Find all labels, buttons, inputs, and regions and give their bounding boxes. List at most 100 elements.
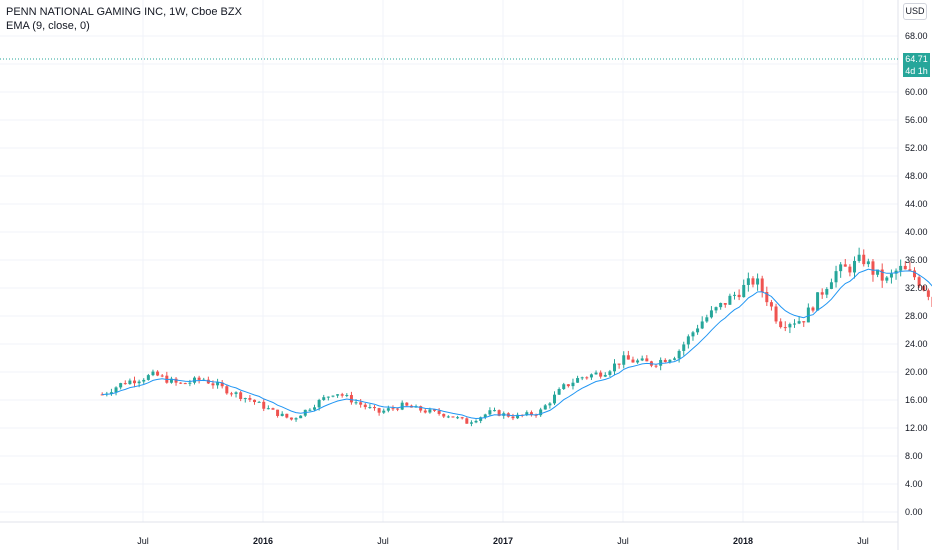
- candle-body: [289, 417, 293, 420]
- candle-body: [253, 399, 257, 403]
- candle-body: [820, 292, 824, 295]
- candle-body: [151, 371, 155, 376]
- candle-body: [294, 418, 298, 420]
- candle-body: [386, 408, 390, 411]
- candle-body: [179, 382, 183, 384]
- time-tick-label: 2017: [493, 536, 513, 546]
- candle-body: [571, 382, 575, 387]
- candle-body: [853, 260, 857, 273]
- candle-body: [211, 383, 215, 386]
- candle-body: [539, 409, 543, 416]
- candle-body: [677, 350, 681, 359]
- candle-body: [654, 365, 658, 367]
- candle-body: [340, 394, 344, 396]
- candle-body: [456, 417, 460, 419]
- candle-body: [326, 396, 330, 398]
- currency-badge[interactable]: USD: [903, 3, 927, 20]
- price-tick-label: 12.00: [905, 423, 928, 433]
- candle-body: [160, 375, 164, 377]
- candle-body: [917, 277, 921, 287]
- candle-body: [714, 307, 718, 311]
- time-tick-label: 2016: [253, 536, 273, 546]
- candle-body: [488, 410, 492, 415]
- candle-body: [802, 321, 806, 323]
- candle-body: [594, 372, 598, 375]
- candle-body: [322, 397, 326, 400]
- candle-body: [363, 404, 367, 408]
- candle-body: [234, 392, 238, 394]
- candle-body: [659, 359, 663, 366]
- candle-body: [469, 422, 473, 424]
- candle-body: [631, 359, 635, 363]
- candle-body: [119, 383, 123, 388]
- candle-body: [142, 379, 146, 382]
- candle-body: [686, 336, 690, 345]
- candle-body: [599, 372, 603, 377]
- candle-body: [285, 413, 289, 418]
- candle-body: [423, 410, 427, 413]
- candle-body: [779, 321, 783, 328]
- symbol-title[interactable]: PENN NATIONAL GAMING INC, 1W, Cboe BZX: [6, 6, 242, 18]
- price-tick-label: 8.00: [905, 451, 923, 461]
- candle-body: [756, 278, 760, 285]
- price-tick-label: 68.00: [905, 31, 928, 41]
- candle-body: [243, 398, 247, 400]
- candle-body: [169, 378, 173, 383]
- candle-body: [377, 408, 381, 413]
- candle-body: [553, 394, 557, 404]
- candle-body: [493, 410, 497, 412]
- candle-body: [769, 302, 773, 307]
- candle-body: [100, 394, 104, 396]
- candle-body: [613, 363, 617, 372]
- price-tick-label: 56.00: [905, 115, 928, 125]
- time-tick-label: Jul: [617, 536, 629, 546]
- candle-body: [308, 409, 312, 411]
- candle-body: [497, 410, 501, 416]
- candle-body: [728, 295, 732, 305]
- candle-body: [603, 374, 607, 377]
- candle-body: [673, 358, 677, 360]
- candle-body: [834, 271, 838, 283]
- ema-indicator-label[interactable]: EMA (9, close, 0): [6, 20, 90, 32]
- time-tick-label: Jul: [137, 536, 149, 546]
- price-tick-label: 52.00: [905, 143, 928, 153]
- candle-body: [589, 374, 593, 378]
- candle-body: [114, 387, 118, 393]
- candle-body: [580, 377, 584, 379]
- candle-body: [608, 371, 612, 375]
- price-axis[interactable]: 0.00 4.00 8.00 12.00 16.00 20.00 24.00 28.00 32.…: [905, 31, 928, 517]
- candle-body: [123, 383, 127, 385]
- candle-body: [811, 307, 815, 311]
- candle-body: [543, 405, 547, 410]
- candle-body: [885, 277, 889, 281]
- candle-body: [451, 416, 455, 418]
- candle-body: [816, 292, 820, 311]
- candle-body: [317, 399, 321, 408]
- candle-body: [174, 378, 178, 383]
- candle-body: [276, 409, 280, 416]
- candle-body: [899, 265, 903, 271]
- candle-body: [908, 269, 912, 271]
- candle-body: [922, 286, 926, 291]
- candle-body: [262, 401, 266, 409]
- candle-body: [557, 389, 561, 395]
- candle-body: [682, 344, 686, 351]
- candle-body: [109, 392, 113, 394]
- candle-body: [156, 371, 160, 376]
- candle-body: [193, 377, 197, 383]
- time-axis[interactable]: Jul2016Jul2017Jul2018Jul2019Jul2020Jul20…: [137, 536, 932, 546]
- price-tick-label: 24.00: [905, 339, 928, 349]
- candle-body: [133, 380, 137, 384]
- candle-body: [889, 273, 893, 278]
- candle-body: [465, 418, 469, 424]
- candle-body: [903, 265, 907, 270]
- candle-body: [829, 282, 833, 289]
- candle-body: [691, 332, 695, 337]
- candle-body: [926, 290, 930, 297]
- chart-legend: PENN NATIONAL GAMING INC, 1W, Cboe BZX E…: [6, 5, 242, 33]
- candle-body: [359, 402, 363, 405]
- candle-body: [760, 278, 764, 293]
- candle-body: [460, 417, 464, 419]
- candle-body: [696, 328, 700, 333]
